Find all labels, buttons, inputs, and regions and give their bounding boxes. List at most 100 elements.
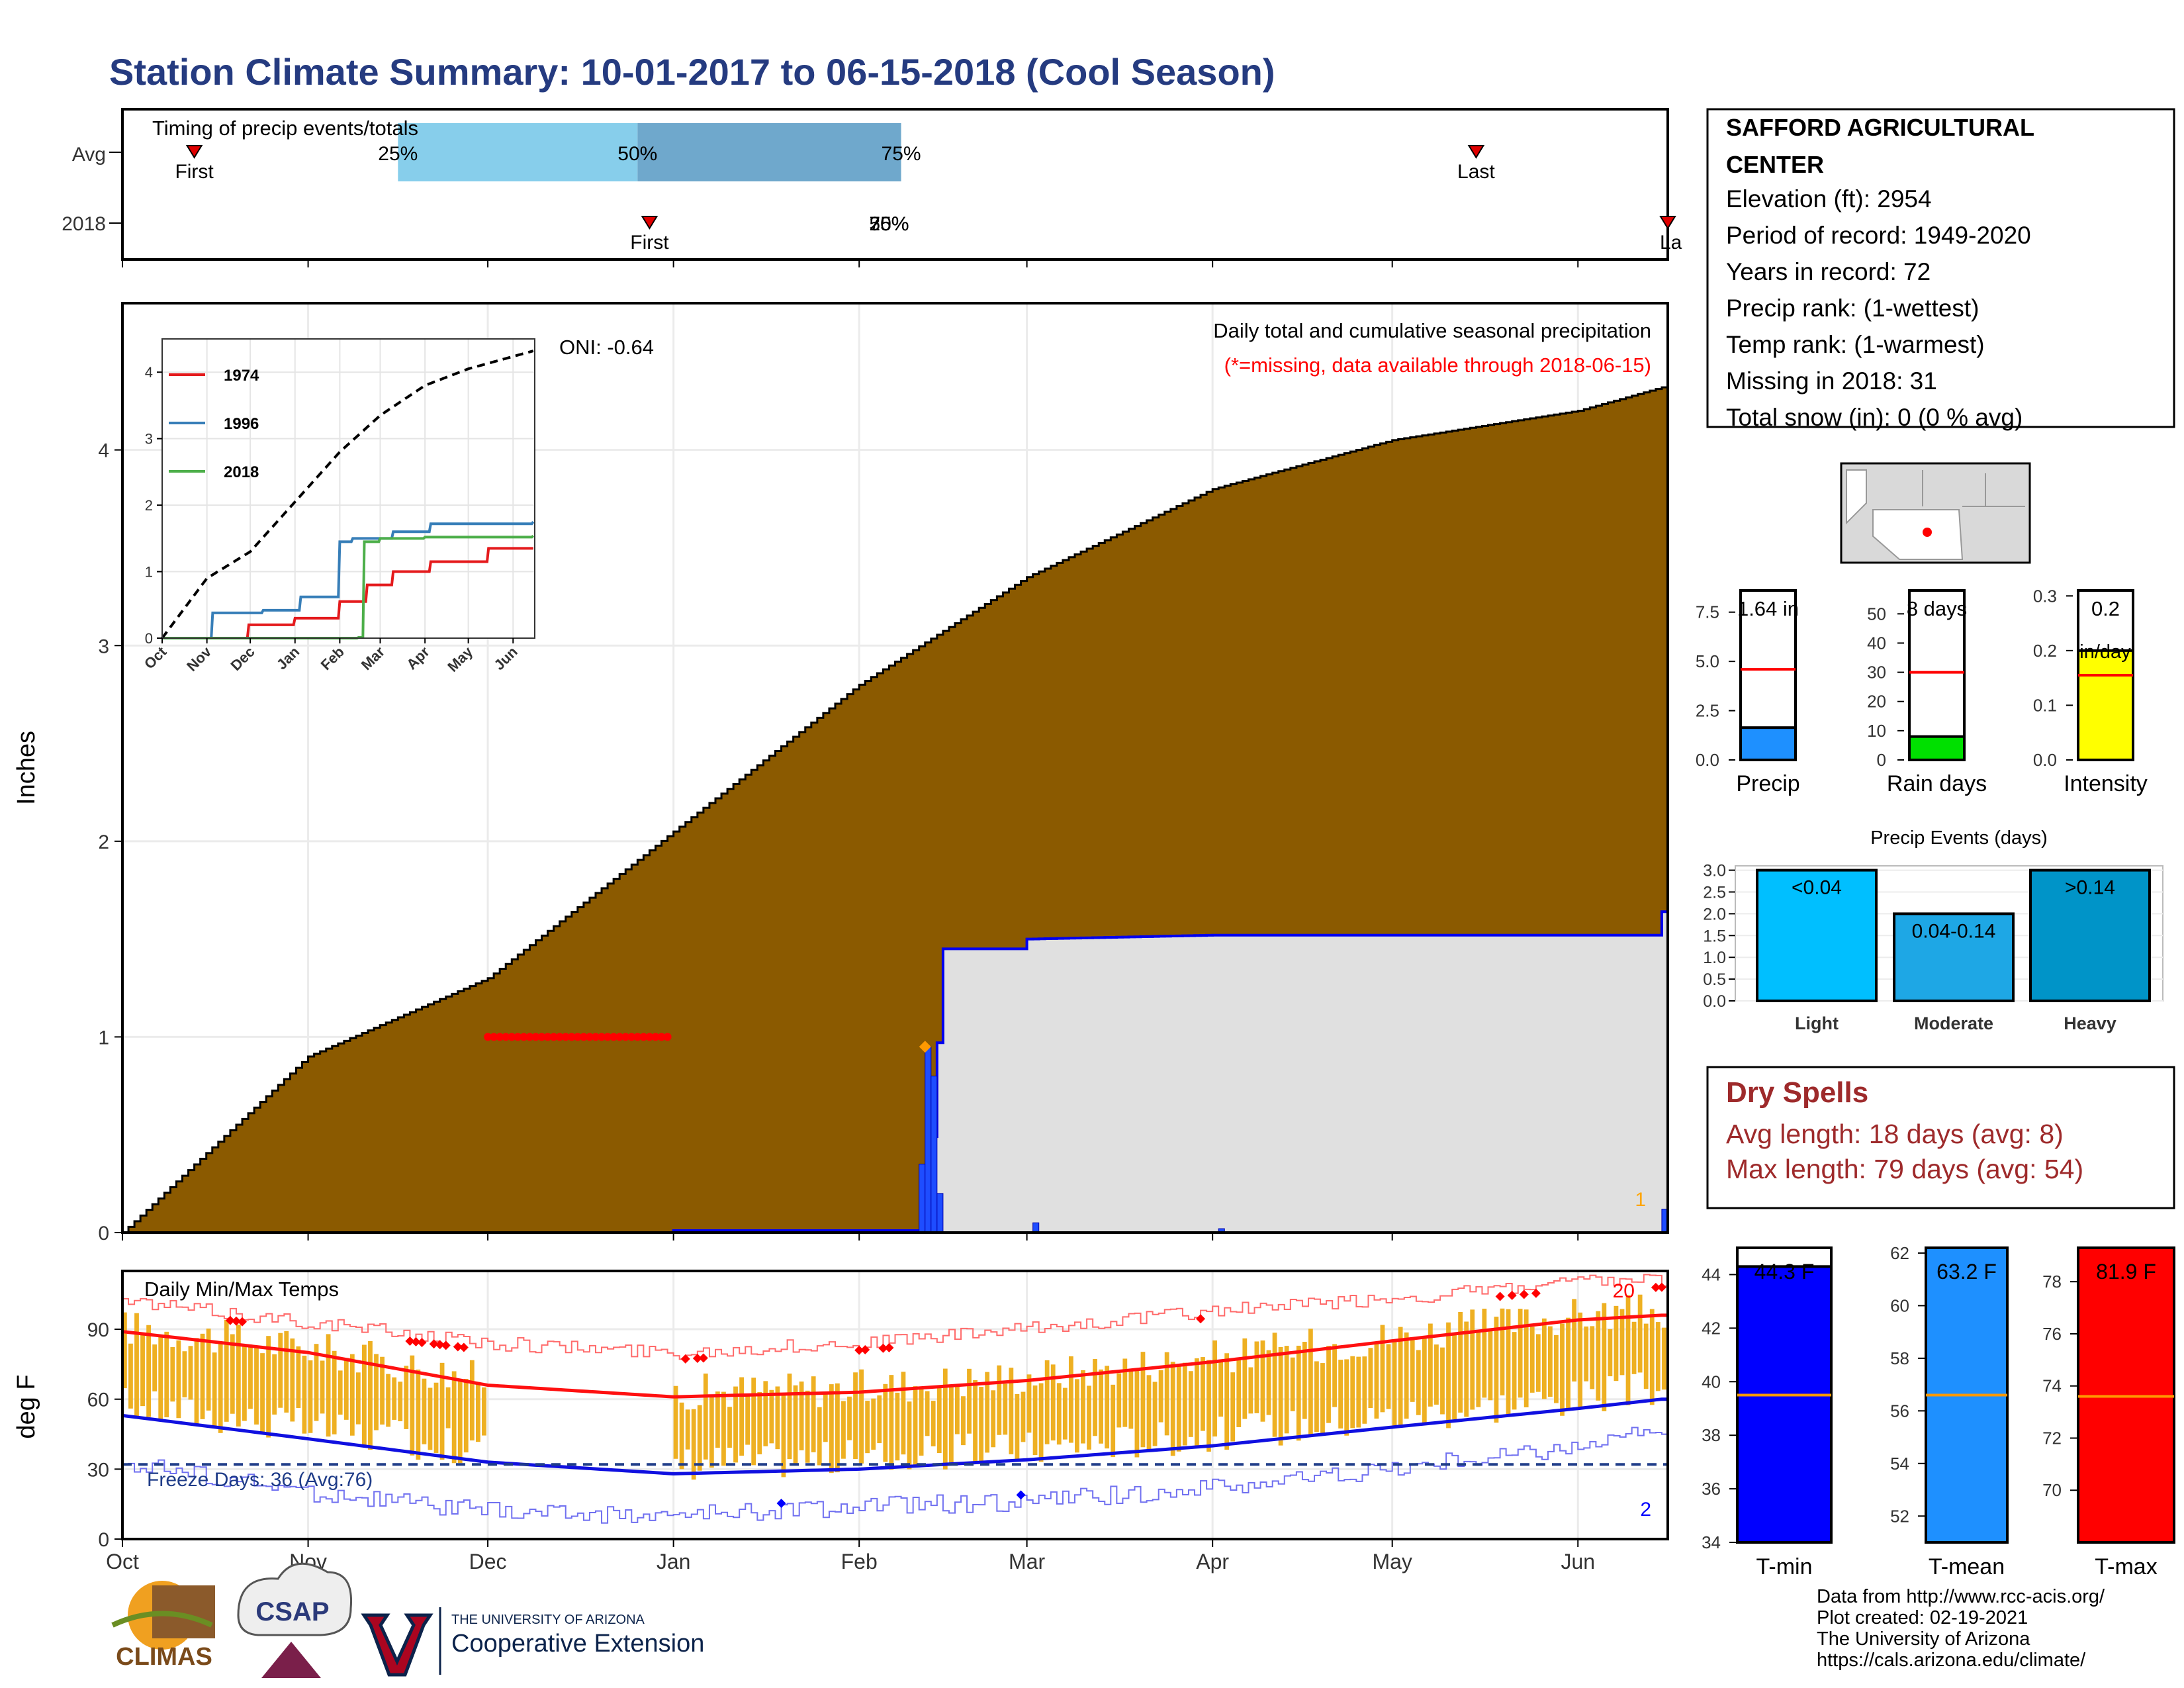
missing-data-marker [531,1033,540,1041]
daily-temp-range-bar [1547,1326,1553,1397]
dry-spells-title: Dry Spells [1726,1076,1868,1109]
mini-intensity-unit: in/day [2079,641,2131,663]
precip-y-tick-label: 1 [98,1027,109,1049]
missing-data-marker [514,1033,522,1041]
daily-temp-range-bar [1158,1370,1163,1423]
daily-temp-range-bar [739,1377,744,1456]
daily-temp-range-bar [1093,1358,1097,1436]
ua-logo-big-text: Cooperative Extension [451,1630,704,1658]
daily-temp-range-bar [1488,1330,1493,1401]
mini-intensity-bar [2077,649,2134,761]
missing-data-marker [598,1033,606,1041]
daily-temp-range-bar [1146,1375,1152,1451]
missing-data-marker [561,1033,570,1041]
station-years: Years in record: 72 [1726,258,1931,285]
timing-avg-p50: 50% [617,143,657,165]
daily-temp-range-bar [1464,1321,1469,1417]
mini-intensity-label: Intensity [2064,771,2148,796]
mini-rain_days-tick-label: 50 [1867,604,1886,624]
daily-temp-range-bar [1111,1384,1116,1458]
daily-temp-range-bar [278,1333,283,1408]
daily-temp-range-bar [1182,1362,1187,1446]
missing-data-marker [591,1033,600,1041]
mini-intensity-tick-label: 0.2 [2033,641,2057,661]
daily-temp-range-bar [1242,1338,1248,1419]
temp-bar-tmean-tick-label: 52 [1890,1506,1909,1526]
daily-temp-range-bar [1099,1369,1104,1444]
daily-temp-range-bar [948,1386,954,1465]
daily-temp-range-bar [1512,1332,1517,1410]
missing-data-marker [537,1033,546,1041]
mini-intensity-value: 0.2 [2091,597,2120,620]
daily-temp-range-bar [1164,1352,1169,1436]
events-tick-label: 3.0 [1703,862,1726,880]
events-bar-label-2: Heavy [2064,1013,2116,1033]
daily-temp-range-bar [925,1391,930,1436]
temp-x-tick-label-May: May [1372,1550,1412,1573]
daily-temp-range-bar [1452,1335,1457,1420]
daily-temp-range-bar [445,1387,451,1429]
daily-temp-range-bar [362,1344,367,1445]
daily-precip-bar [1032,1222,1040,1233]
record-high-marker [854,1345,864,1355]
record-high-marker [429,1339,439,1349]
precip-y-axis-label: Inches [13,731,40,805]
daily-temp-range-bar [1625,1295,1631,1405]
daily-temp-range-bar [188,1346,193,1400]
daily-temp-range-bar [1398,1327,1403,1427]
record-high-marker [1196,1314,1206,1324]
daily-temp-range-bar [697,1405,702,1471]
daily-temp-range-bar [1655,1322,1661,1391]
avg-min-temp-line [122,1397,1668,1476]
daily-temp-range-bar [1608,1329,1613,1377]
daily-temp-range-bar [1087,1385,1091,1450]
temp-bar-tmax-label: T-max [2095,1554,2157,1579]
mini-precip-label: Precip [1736,771,1799,796]
station-info-box [1706,108,2175,428]
daily-temp-range-bar [745,1393,751,1445]
daily-temp-range-bar [1476,1331,1481,1407]
record-high-marker [238,1317,248,1327]
daily-temp-range-bar [1596,1311,1601,1401]
daily-temp-range-bar [1003,1383,1008,1435]
daily-temp-range-bar [1380,1325,1385,1413]
daily-temp-range-bar [1362,1356,1367,1424]
daily-temp-range-bar [1116,1373,1122,1428]
temp-bar-tmean-tick-label: 54 [1890,1454,1909,1474]
daily-temp-range-bar [1230,1372,1236,1442]
daily-temp-range-bar [1482,1308,1487,1398]
precip-count-label: 1 [1635,1189,1646,1211]
station-name-line1: SAFFORD AGRICULTURAL [1726,114,2034,141]
timing-2018-last-label: La [1660,232,1682,254]
daily-temp-range-bar [1631,1321,1637,1374]
record-high-marker [411,1337,421,1347]
temp-x-tick-label-Jun: Jun [1561,1550,1595,1573]
daily-temp-range-bar [326,1334,331,1437]
daily-temp-range-bar [236,1325,241,1427]
timing-2018-percentiles-2: 25% [869,213,909,235]
daily-temp-range-bar [194,1338,199,1425]
daily-temp-range-bar [1500,1308,1505,1395]
daily-temp-range-bar [224,1319,229,1422]
daily-temp-range-bar [404,1366,409,1429]
missing-data-marker [610,1033,618,1041]
station-precip-rank: Precip rank: (1-wettest) [1726,295,1979,322]
timing-row-2018-label: 2018 [62,213,106,235]
daily-temp-range-bar [1176,1364,1181,1452]
record-low-line [122,1427,1668,1524]
daily-temp-range-bar [200,1333,205,1419]
daily-temp-range-bar [1458,1312,1463,1413]
daily-temp-range-bar [1541,1318,1547,1399]
daily-temp-range-bar [290,1338,295,1422]
daily-temp-range-bar [883,1383,888,1462]
timing-avg-first-marker [185,145,203,159]
daily-temp-range-bar [1494,1317,1499,1423]
precip-y-tick-label: 0 [98,1223,109,1244]
daily-temp-range-bar [248,1345,253,1409]
daily-temp-range-bar [355,1372,361,1425]
daily-temp-range-bar [1308,1329,1313,1436]
temp-bar-tmax-tick-label: 70 [2042,1480,2062,1500]
daily-temp-range-bar [475,1382,480,1442]
daily-temp-range-bar [1446,1322,1451,1429]
daily-temp-range-bar [1026,1374,1032,1433]
